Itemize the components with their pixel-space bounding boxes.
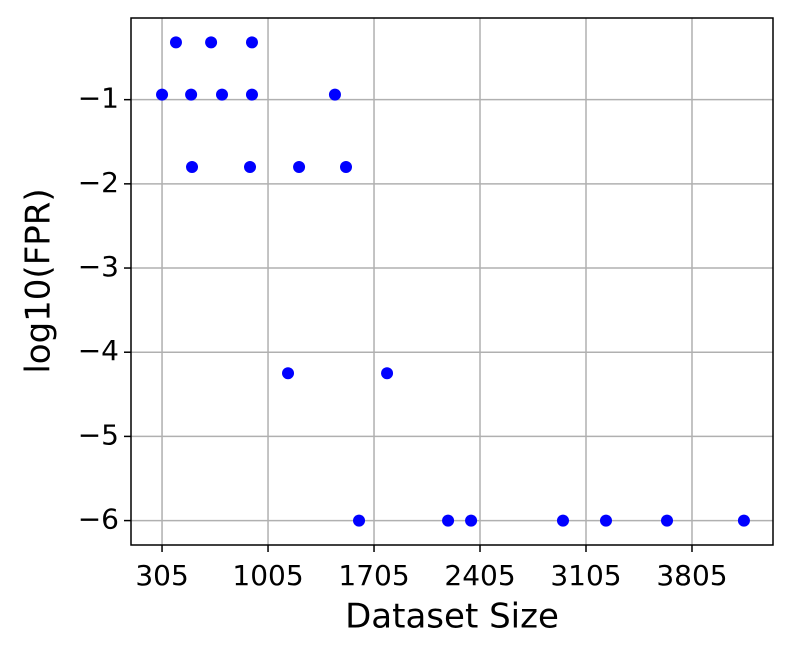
x-tick-label: 1705 [338,559,409,592]
point [245,88,258,101]
point [156,88,169,101]
point [556,514,569,527]
grid [131,18,773,545]
y-tick-label: −1 [78,82,119,115]
y-tick-label: −3 [78,250,119,283]
x-tick-label: 3805 [656,559,727,592]
point [353,514,366,527]
point [737,514,750,527]
point [661,514,674,527]
y-tick-label: −2 [78,166,119,199]
point [381,367,394,380]
plot-frame [130,17,774,546]
point [340,161,353,174]
point [293,161,306,174]
point [169,36,182,49]
x-tick-label: 2405 [444,559,515,592]
y-axis-label: log10(FPR) [19,188,59,373]
x-tick-label: 3105 [550,559,621,592]
point [205,36,218,49]
y-tick-label: −5 [78,418,119,451]
point [599,514,612,527]
x-axis-label: Dataset Size [345,597,559,637]
point [465,514,478,527]
point [245,36,258,49]
point [328,88,341,101]
point [186,161,199,174]
point [216,88,229,101]
y-tick-label: −4 [78,334,119,367]
point [282,367,295,380]
point [244,161,257,174]
y-tick-label: −6 [78,503,119,536]
point [442,514,455,527]
point [185,88,198,101]
x-tick-label: 1005 [232,559,303,592]
x-tick-label: 305 [135,559,188,592]
